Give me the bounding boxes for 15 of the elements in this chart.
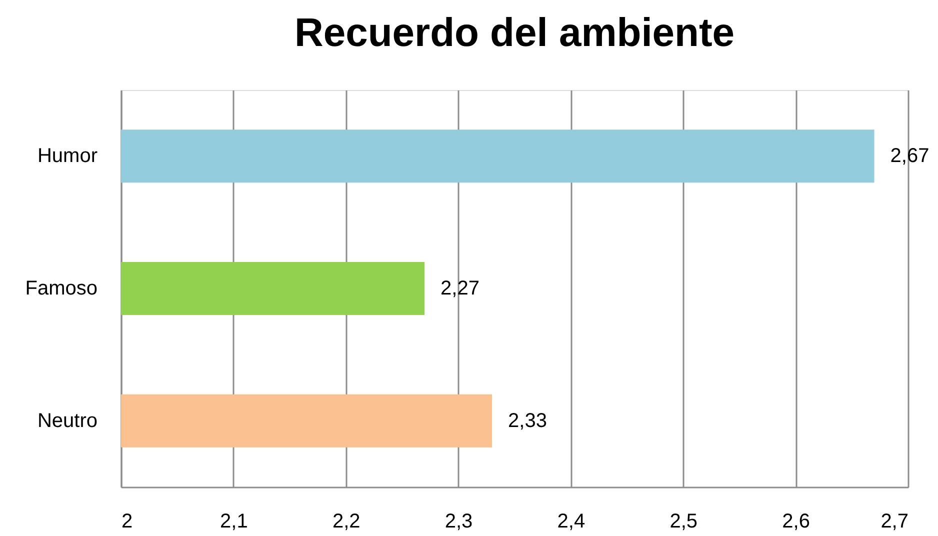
- data-label: 2,33: [508, 410, 547, 432]
- x-tick-label: 2,7: [880, 510, 908, 532]
- x-tick-label: 2,1: [220, 510, 248, 532]
- y-tick-label: Humor: [37, 145, 98, 168]
- x-tick-label: 2,6: [782, 510, 810, 532]
- y-tick-label: Famoso: [25, 278, 98, 300]
- y-tick-label: Neutro: [37, 410, 98, 432]
- chart-title: Recuerdo del ambiente: [294, 11, 735, 55]
- data-label: 2,27: [440, 278, 480, 300]
- x-tick-label: 2,4: [557, 510, 586, 532]
- x-tick-label: 2,3: [444, 510, 473, 532]
- x-tick-label: 2,2: [332, 510, 360, 532]
- x-tick-label: 2: [122, 510, 133, 532]
- data-label: 2,67: [890, 145, 930, 168]
- x-tick-label: 2,5: [670, 510, 698, 532]
